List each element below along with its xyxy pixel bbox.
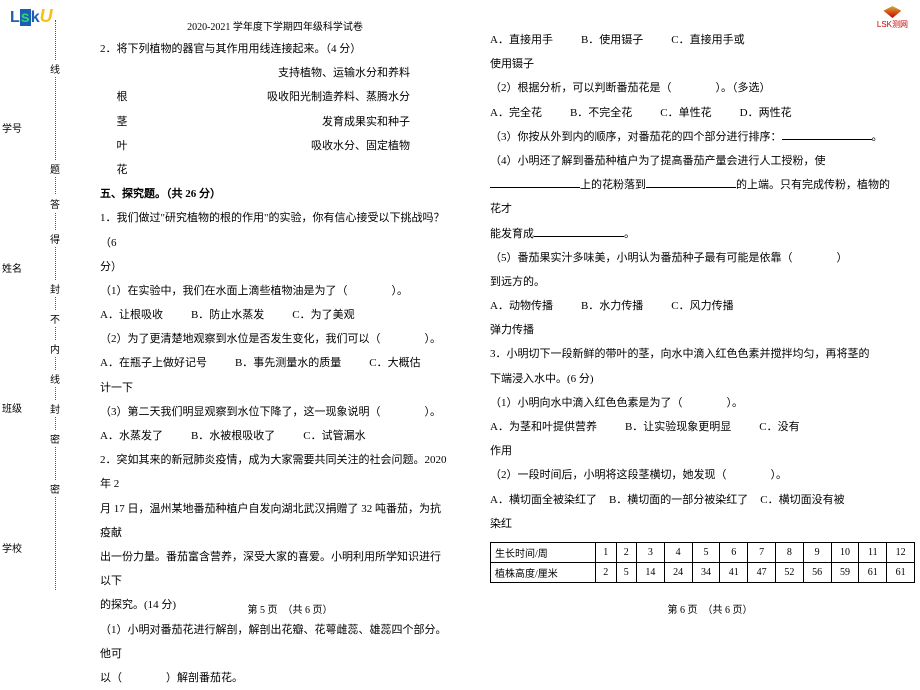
- logo-left: LskU: [10, 6, 53, 27]
- binding-vchar: 封: [50, 280, 60, 297]
- binding-vchar: 不: [50, 310, 60, 327]
- q1-s3: （3）第二天我们明显观察到水位下降了，这一现象说明（ ）。: [100, 400, 450, 424]
- q3s2-tail: 染红: [490, 512, 900, 536]
- table-row: 植株高度/厘米2514243441475256596161: [491, 562, 915, 582]
- r5b: 到远方的。: [490, 270, 900, 294]
- binding-dotted-line: [55, 20, 56, 590]
- pair-row: 花: [100, 158, 450, 182]
- binding-vchar: 密: [50, 480, 60, 497]
- binding-label-name: 姓名: [2, 260, 22, 275]
- q2-line: 月 17 日，温州某地番茄种植户自发向湖北武汉捐赠了 32 吨番茄，为抗疫献: [100, 497, 450, 545]
- q3a: 3．小明切下一段新鲜的带叶的茎，向水中滴入红色色素并搅拌均匀，再将茎的: [490, 342, 900, 366]
- pair-row: 叶吸收水分、固定植物: [100, 134, 450, 158]
- binding-label-class: 班级: [2, 400, 22, 415]
- q1-s1: （1）在实验中，我们在水面上滴些植物油是为了（ ）。: [100, 279, 450, 303]
- r3: （3）你按从外到内的顺序，对番茄花的四个部分进行排序：。: [490, 125, 900, 149]
- pair-row: 根吸收阳光制造养料、蒸腾水分: [100, 85, 450, 109]
- q1-s2-tail: 计一下: [100, 376, 450, 400]
- r5-opts: A．动物传播B．水力传播C．风力传播: [490, 294, 900, 318]
- r4b: 上的花粉落到的上端。只有完成传粉，植物的花才: [490, 173, 900, 221]
- q2-line: 2．突如其来的新冠肺炎疫情，成为大家需要共同关注的社会问题。2020 年 2: [100, 448, 450, 496]
- binding-vchar: 内: [50, 340, 60, 357]
- binding-vchar: 线: [50, 370, 60, 387]
- blank-line: [534, 227, 624, 237]
- q2-line: 以（ ）解剖番茄花。: [100, 666, 450, 690]
- page-5-footer: 第 5 页 （共 6 页）: [100, 601, 480, 616]
- q1-s2: （2）为了更清楚地观察到水位是否发生变化，我们可以（ ）。: [100, 327, 450, 351]
- q1-line: 1．我们做过"研究植物的根的作用"的实验，你有信心接受以下挑战吗？（6: [100, 206, 450, 254]
- q1-s3-opts: A．水蒸发了B．水被根吸收了C．试管漏水: [100, 424, 450, 448]
- r4c: 能发育成。: [490, 222, 900, 246]
- binding-column: 学号 姓名 班级 学校 线 题 答 得 封 不 内 线 封 密 密: [0, 0, 80, 600]
- binding-vchar: 得: [50, 230, 60, 247]
- section-5-head: 五、探究题。（共 26 分）: [100, 182, 450, 206]
- q1-line: 分）: [100, 255, 450, 279]
- binding-label-id: 学号: [2, 120, 22, 135]
- q3s2: （2）一段时间后，小明将这段茎横切，她发现（ ）。: [490, 463, 900, 487]
- binding-vchar: 封: [50, 400, 60, 417]
- q2-intro: 2．将下列植物的器官与其作用用线连接起来。（4 分）: [100, 37, 450, 61]
- q1-s2-opts: A．在瓶子上做好记号B．事先测量水的质量C．大概估: [100, 351, 450, 375]
- q3b: 下端浸入水中。(6 分): [490, 367, 900, 391]
- table-row: 生长时间/周123456789101112: [491, 542, 915, 562]
- q2-line: （1）小明对番茄花进行解剖，解剖出花瓣、花萼雌蕊、雄蕊四个部分。他可: [100, 618, 450, 666]
- q3s1: （1）小明向水中滴入红色色素是为了（ ）。: [490, 391, 900, 415]
- r5: （5）番茄果实汁多味美，小明认为番茄种子最有可能是依靠（ ）: [490, 246, 900, 270]
- binding-vchar: 线: [50, 60, 60, 77]
- q3s1-opts: A．为茎和叶提供营养B．让实验现象更明显C．没有: [490, 415, 900, 439]
- r2: （2）根据分析，可以判断番茄花是（ ）。（多选）: [490, 76, 900, 100]
- exam-header: 2020-2021 学年度下学期四年级科学试卷: [100, 10, 450, 33]
- blank-line: [490, 178, 580, 188]
- pair-row: 茎发育成果实和种子: [100, 110, 450, 134]
- r2-opts: A．完全花B．不完全花C．单性花D．两性花: [490, 101, 900, 125]
- blank-line: [782, 130, 872, 140]
- q3s2-opts: A．横切面全被染红了B．横切面的一部分被染红了C．横切面没有被: [490, 488, 910, 512]
- r1-opts: A．直接用手B．使用镊子C．直接用手或: [490, 28, 900, 52]
- page-6-footer: 第 6 页 （共 6 页）: [490, 601, 920, 616]
- binding-vchar: 密: [50, 430, 60, 447]
- q3s1-tail: 作用: [490, 439, 900, 463]
- binding-label-school: 学校: [2, 540, 22, 555]
- q2-line: 出一份力量。番茄富含营养，深受大家的喜爱。小明利用所学知识进行以下: [100, 545, 450, 593]
- r1-tail: 使用镊子: [490, 52, 900, 76]
- r4: （4）小明还了解到番茄种植户为了提高番茄产量会进行人工授粉，使: [490, 149, 900, 173]
- q1-s1-opts: A．让根吸收B．防止水蒸发C．为了美观: [100, 303, 450, 327]
- growth-table: 生长时间/周123456789101112 植株高度/厘米25142434414…: [490, 542, 915, 583]
- binding-vchar: 题: [50, 160, 60, 177]
- binding-vchar: 答: [50, 195, 60, 212]
- page-5: 2020-2021 学年度下学期四年级科学试卷 2．将下列植物的器官与其作用用线…: [85, 0, 465, 620]
- page-6: A．直接用手B．使用镊子C．直接用手或 使用镊子 （2）根据分析，可以判断番茄花…: [475, 0, 915, 620]
- pair-row: 支持植物、运输水分和养料: [100, 61, 450, 85]
- r5-tail: 弹力传播: [490, 318, 900, 342]
- blank-line: [646, 178, 736, 188]
